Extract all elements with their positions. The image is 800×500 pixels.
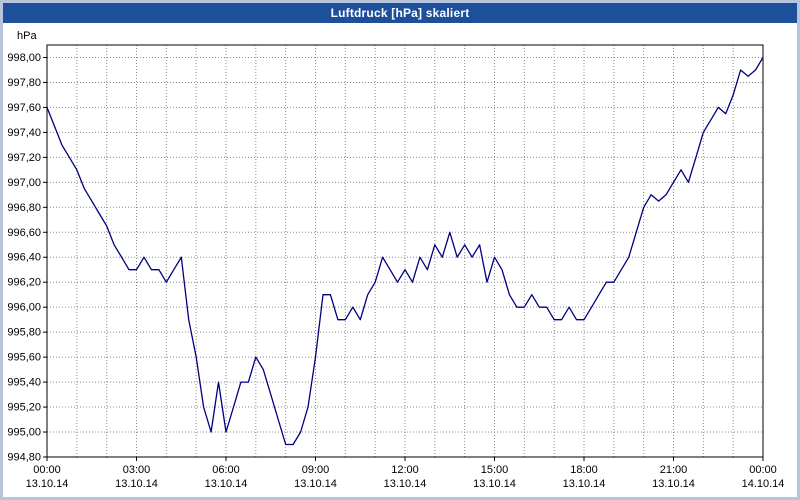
svg-text:13.10.14: 13.10.14 <box>294 478 337 490</box>
svg-text:995,80: 995,80 <box>7 327 41 339</box>
svg-text:15:00: 15:00 <box>481 464 509 476</box>
svg-text:09:00: 09:00 <box>302 464 330 476</box>
svg-text:18:00: 18:00 <box>570 464 598 476</box>
svg-text:hPa: hPa <box>17 30 37 42</box>
svg-text:995,00: 995,00 <box>7 427 41 439</box>
svg-text:996,40: 996,40 <box>7 252 41 264</box>
svg-text:13.10.14: 13.10.14 <box>205 478 248 490</box>
svg-text:13.10.14: 13.10.14 <box>473 478 516 490</box>
svg-text:996,60: 996,60 <box>7 227 41 239</box>
svg-text:14.10.14: 14.10.14 <box>742 478 785 490</box>
svg-text:996,80: 996,80 <box>7 202 41 214</box>
svg-text:995,40: 995,40 <box>7 377 41 389</box>
svg-text:00:00: 00:00 <box>33 464 61 476</box>
svg-text:998,00: 998,00 <box>7 52 41 64</box>
chart-title-bar: Luftdruck [hPa] skaliert <box>3 3 797 23</box>
svg-text:13.10.14: 13.10.14 <box>563 478 606 490</box>
svg-text:13.10.14: 13.10.14 <box>384 478 427 490</box>
svg-text:12:00: 12:00 <box>391 464 419 476</box>
svg-text:996,00: 996,00 <box>7 302 41 314</box>
svg-text:06:00: 06:00 <box>212 464 240 476</box>
svg-text:13.10.14: 13.10.14 <box>652 478 695 490</box>
pressure-line-chart: 994,80 995,00 995,20 995,40 995,60 995,80 996,… <box>7 30 785 490</box>
svg-text:21:00: 21:00 <box>660 464 688 476</box>
svg-text:13.10.14: 13.10.14 <box>26 478 69 490</box>
svg-text:997,80: 997,80 <box>7 77 41 89</box>
svg-text:997,20: 997,20 <box>7 152 41 164</box>
svg-text:997,40: 997,40 <box>7 127 41 139</box>
chart-panel: 994,80 995,00 995,20 995,40 995,60 995,80 996,… <box>3 23 797 497</box>
svg-text:995,20: 995,20 <box>7 402 41 414</box>
svg-text:00:00: 00:00 <box>749 464 777 476</box>
svg-text:997,00: 997,00 <box>7 177 41 189</box>
svg-text:995,60: 995,60 <box>7 352 41 364</box>
chart-title: Luftdruck [hPa] skaliert <box>330 6 470 20</box>
svg-text:13.10.14: 13.10.14 <box>115 478 158 490</box>
svg-text:996,20: 996,20 <box>7 277 41 289</box>
svg-text:03:00: 03:00 <box>123 464 151 476</box>
svg-text:994,80: 994,80 <box>7 452 41 464</box>
svg-text:997,60: 997,60 <box>7 102 41 114</box>
